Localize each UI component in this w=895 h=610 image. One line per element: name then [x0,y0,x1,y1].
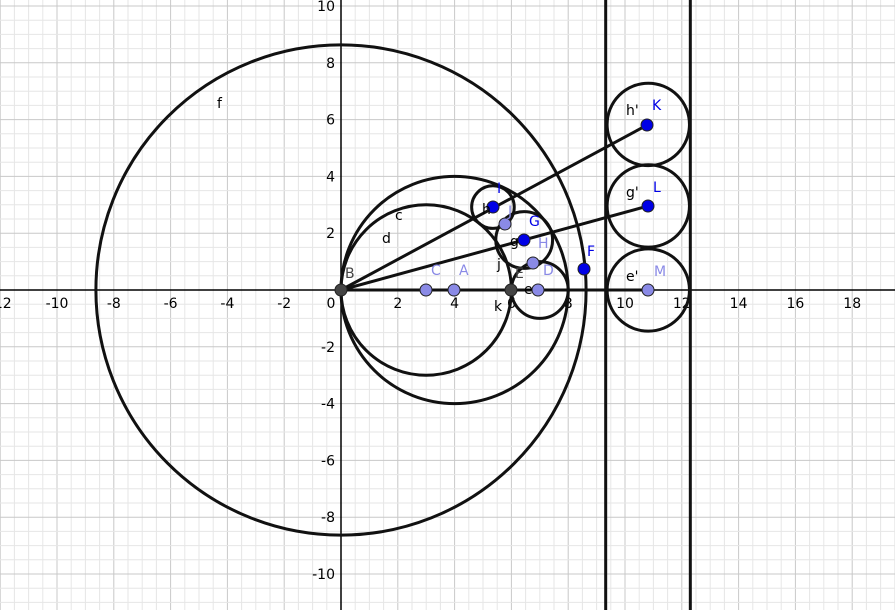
point-label: g [510,234,519,250]
point-label: j [496,257,501,273]
x-tick-label: -6 [164,296,178,312]
point-label: e [524,282,533,298]
point[interactable] [531,283,545,297]
point[interactable] [526,256,540,270]
y-tick-label: 8 [326,56,335,72]
point-label: h' [626,103,639,119]
y-tick-label: -6 [321,453,335,469]
y-tick-label: -10 [312,567,335,583]
labels: f cd B C A Ek eDj F Ih J Gg H Kh' Lg' Me' [217,96,666,315]
point-label: M [654,264,666,280]
point[interactable] [641,199,655,213]
point[interactable] [577,262,591,276]
point[interactable] [447,283,461,297]
point[interactable] [517,233,531,247]
point-label: C [431,263,441,279]
point-label: H [538,236,549,252]
segment[interactable] [340,204,649,292]
x-tick-label: -10 [46,296,69,312]
point[interactable] [486,200,500,214]
point[interactable] [498,217,512,231]
x-tick-label: 2 [393,296,402,312]
point-label: G [529,214,540,230]
point-label: D [543,263,554,279]
point-label: I [497,181,501,197]
point-label: f [217,96,223,112]
point-label: F [587,244,595,260]
point-label: A [459,263,469,279]
point-label: e' [626,269,638,285]
construction [94,0,692,610]
point-label: B [345,266,355,282]
x-tick-label: 16 [786,296,804,312]
y-tick-label: 6 [326,113,335,129]
circle[interactable] [494,210,555,270]
point[interactable] [334,283,348,297]
y-tick-label: -8 [321,510,335,526]
point-label: E [515,266,524,282]
y-tick-label: -4 [321,397,335,413]
y-tick-label: 10 [317,0,335,15]
point[interactable] [504,283,518,297]
point-label: g' [626,185,639,201]
y-tick-label: 2 [326,226,335,242]
point-label: h [482,202,491,218]
x-tick-label: -12 [0,296,12,312]
x-tick-label: -4 [220,296,234,312]
x-tick-label: -8 [107,296,121,312]
point-label: J [507,204,512,220]
x-tick-label: -2 [277,296,291,312]
point[interactable] [419,283,433,297]
point-label: c [395,208,403,224]
point-label: k [494,299,503,315]
y-tick-label: -2 [321,340,335,356]
circle[interactable] [470,184,516,230]
point-label: L [653,180,661,196]
x-tick-label: 18 [843,296,861,312]
x-tick-label: 10 [616,296,634,312]
y-tick-label: 4 [326,169,335,185]
point[interactable] [641,283,655,297]
x-tick-label: 14 [730,296,748,312]
x-tick-label: 4 [450,296,459,312]
x-tick-label: 0 [327,296,336,312]
point[interactable] [640,118,654,132]
point-label: K [652,98,662,114]
point-label: d [382,231,391,247]
